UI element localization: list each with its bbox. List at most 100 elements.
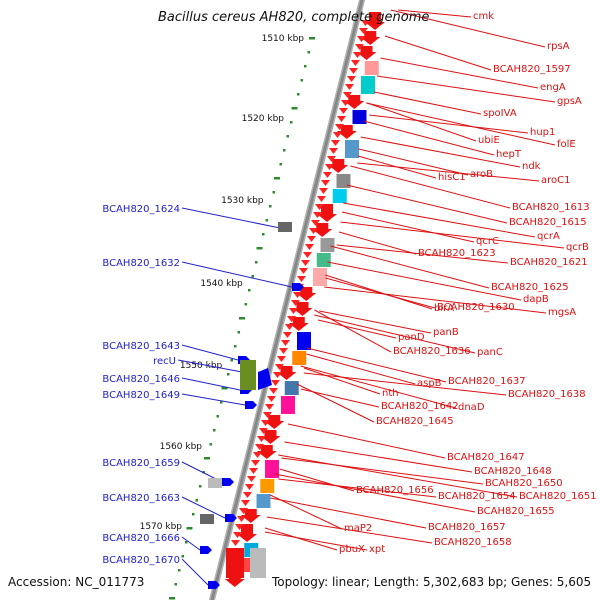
reverse-chevron [315,204,324,210]
forward-gene-block [278,222,292,232]
reverse-gene-leader [338,231,417,255]
reverse-chevron [235,524,244,530]
reverse-gene-label: ndk [522,161,541,172]
reverse-chevron [329,148,338,154]
reverse-chevron [253,452,262,458]
reverse-gene-label: BCAH820_1656 [356,485,434,496]
reverse-chevron [257,436,266,442]
reverse-chevron [299,268,308,274]
scale-minor-tick [251,275,254,278]
reverse-chevron [249,468,258,474]
scale-minor-tick [195,499,198,502]
scale-label: 1510 kbp [262,34,305,44]
forward-gene-label: BCAH820_1632 [102,258,180,269]
forward-gene-block [200,514,214,524]
reverse-chevron [333,132,342,138]
scale-minor-tick [255,261,258,264]
reverse-gene-leader [314,314,476,354]
scale-minor-tick [174,583,177,586]
reverse-gene-arrow [256,445,277,459]
reverse-chevron [271,380,280,386]
reverse-gene-arrow [264,415,285,429]
reverse-gene-leader [279,468,355,492]
reverse-chevron [231,540,240,546]
forward-gene-block [208,478,222,488]
reverse-chevron [293,292,302,298]
scale-minor-tick [279,163,282,166]
reverse-gene-leader [376,75,556,103]
scale-minor-tick [230,359,233,362]
reverse-chevron [327,156,336,162]
reverse-gene-leader [367,102,477,142]
scale-minor-tick [269,205,272,208]
reverse-gene-leader [350,165,511,209]
reverse-gene-leader [357,162,540,182]
reverse-gene-leader [380,57,539,89]
reverse-gene-block [265,460,279,478]
scale-minor-tick [213,429,216,432]
reverse-chevron [357,36,366,42]
reverse-chevron [335,124,344,130]
reverse-chevron [239,508,248,514]
reverse-chevron [285,324,294,330]
reverse-chevron [337,116,346,122]
reverse-chevron [331,140,340,146]
reverse-chevron [303,252,312,258]
reverse-gene-label: aroB [470,169,493,180]
reverse-chevron [277,356,286,362]
reverse-chevron [353,52,362,58]
scale-minor-tick [216,415,219,418]
reverse-gene-leader [346,184,508,224]
reverse-gene-arrow [292,302,313,316]
forward-gene-label: BCAH820_1649 [102,390,180,401]
forward-gene-block [240,360,256,390]
reverse-gene-label: BCAH820_1651 [519,491,597,502]
scale-minor-tick [185,541,188,544]
reverse-gene-leader [306,347,447,383]
reverse-chevron [301,260,310,266]
forward-gene-leader [181,377,241,391]
forward-gene-label: BCAH820_1643 [102,341,180,352]
scale-minor-tick [178,569,181,572]
reverse-chevron [345,84,354,90]
reverse-gene-leader [296,383,375,423]
reverse-gene-leader [287,423,446,459]
forward-gene-arrow [222,478,234,486]
reverse-gene-leader [264,531,368,551]
accession-label: Accession: NC_011773 [8,575,145,589]
reverse-gene-leader [314,309,392,353]
scale-major-tick [239,317,245,320]
reverse-chevron [339,108,348,114]
reverse-gene-label: rpsA [547,41,570,52]
forward-gene-arrow [225,514,237,522]
reverse-chevron [273,372,282,378]
scale-minor-tick [227,373,230,376]
reverse-gene-label: pbuX [339,544,365,555]
reverse-chevron [281,340,290,346]
reverse-gene-label: cmk [473,11,494,22]
forward-gene-leader [181,344,239,361]
reverse-gene-block [313,268,327,286]
reverse-gene-arrow [360,31,381,45]
reverse-gene-label: BCAH820_1625 [491,282,569,293]
reverse-gene-label: BCAH820_1623 [418,248,496,259]
reverse-gene-leader [360,136,521,168]
scale-minor-tick [283,149,286,152]
reverse-chevron [259,428,268,434]
reverse-chevron [245,484,254,490]
reverse-chevron [305,244,314,250]
reverse-gene-leader [274,473,476,513]
reverse-gene-leader [303,367,381,395]
reverse-gene-arrow [312,223,333,237]
reverse-chevron [355,44,364,50]
scale-major-tick [221,387,228,390]
gene-block [250,548,266,578]
reverse-chevron [291,300,300,306]
reverse-gene-leader [303,372,507,396]
reverse-chevron [263,412,272,418]
forward-gene-label: BCAH820_1646 [102,374,180,385]
reverse-gene-leader [384,35,492,71]
forward-gene-leader [181,558,209,586]
reverse-gene-label: BCAH820_1630 [437,302,515,313]
reverse-chevron [255,444,264,450]
